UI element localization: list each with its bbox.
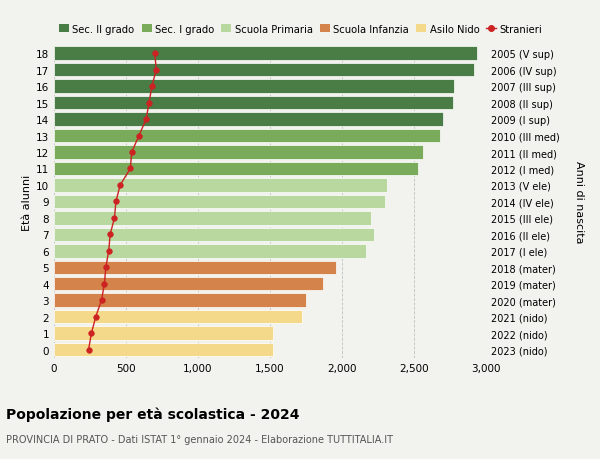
Bar: [54, 195, 385, 209]
Bar: [54, 179, 386, 192]
Bar: [54, 47, 478, 61]
Bar: [54, 228, 374, 241]
Text: Popolazione per età scolastica - 2024: Popolazione per età scolastica - 2024: [6, 406, 299, 421]
Bar: [54, 64, 475, 77]
Bar: [54, 310, 302, 324]
Bar: [54, 146, 422, 159]
Bar: [54, 97, 453, 110]
Legend: Sec. II grado, Sec. I grado, Scuola Primaria, Scuola Infanzia, Asilo Nido, Stran: Sec. II grado, Sec. I grado, Scuola Prim…: [59, 25, 542, 35]
Bar: [54, 162, 418, 176]
Bar: [54, 129, 440, 143]
Y-axis label: Anni di nascita: Anni di nascita: [574, 161, 584, 243]
Bar: [54, 327, 273, 340]
Bar: [54, 212, 371, 225]
Bar: [54, 277, 323, 291]
Bar: [54, 113, 443, 127]
Bar: [54, 261, 336, 274]
Bar: [54, 294, 306, 307]
Text: PROVINCIA DI PRATO - Dati ISTAT 1° gennaio 2024 - Elaborazione TUTTITALIA.IT: PROVINCIA DI PRATO - Dati ISTAT 1° genna…: [6, 434, 393, 444]
Bar: [54, 80, 454, 94]
Y-axis label: Età alunni: Età alunni: [22, 174, 32, 230]
Bar: [54, 245, 367, 258]
Bar: [54, 343, 273, 357]
